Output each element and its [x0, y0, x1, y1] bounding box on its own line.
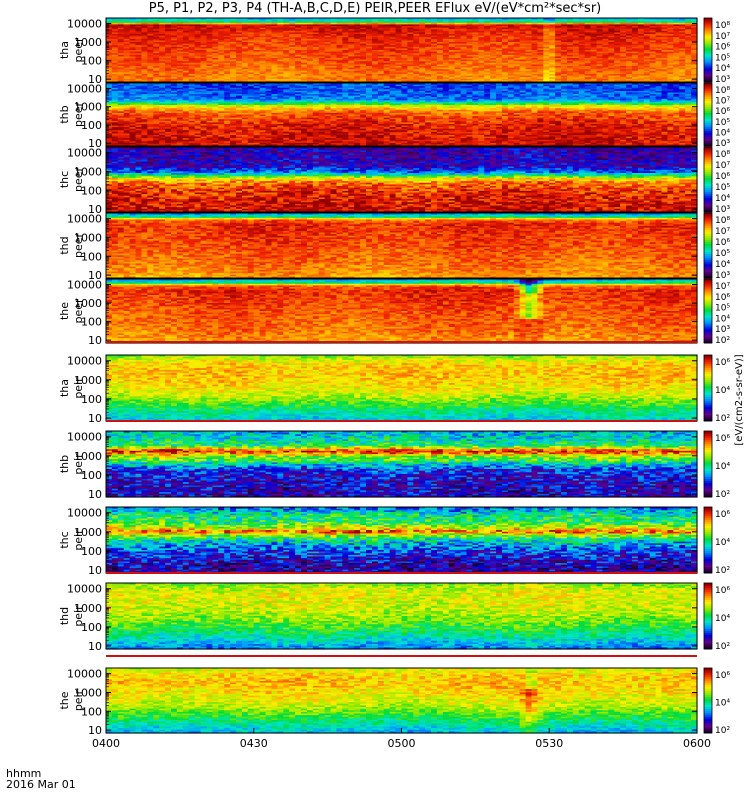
panel-tha-peer: 10100100010000tha peer10⁸10⁷10⁶10⁵10⁴10³	[58, 18, 730, 87]
